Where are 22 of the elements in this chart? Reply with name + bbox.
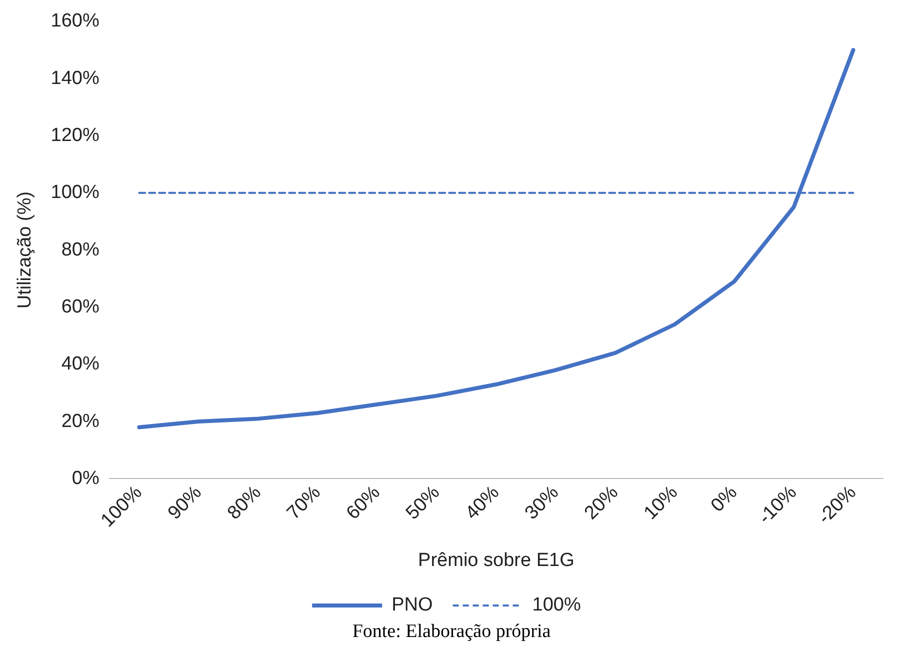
y-tick-label: 0% [72, 468, 100, 489]
x-tick-label: 50% [402, 482, 444, 524]
y-tick-label: 20% [61, 410, 100, 432]
y-tick-label: 160% [50, 10, 100, 32]
x-tick-label: 60% [342, 482, 384, 524]
x-tick-label: 80% [224, 482, 266, 524]
y-axis-title: Utilização (%) [14, 191, 36, 309]
x-tick-label: 70% [283, 482, 325, 524]
x-tick-label: 40% [462, 482, 504, 524]
y-tick-label: 80% [61, 239, 100, 260]
y-tick-label: 40% [61, 354, 100, 375]
y-tick-label: 120% [50, 124, 100, 146]
x-tick-label: 30% [521, 482, 564, 524]
x-axis-title: Prêmio sobre E1G [418, 550, 574, 571]
y-tick-label: 60% [61, 296, 100, 318]
x-tick-label: 0% [707, 482, 742, 516]
x-tick-label: 90% [164, 482, 206, 524]
source-note: Fonte: Elaboração própria [351, 621, 552, 643]
y-tick-label: 100% [50, 182, 100, 204]
legend-label: 100% [532, 594, 581, 616]
legend-label: PNO [392, 594, 433, 616]
y-tick-label: 140% [50, 68, 100, 89]
